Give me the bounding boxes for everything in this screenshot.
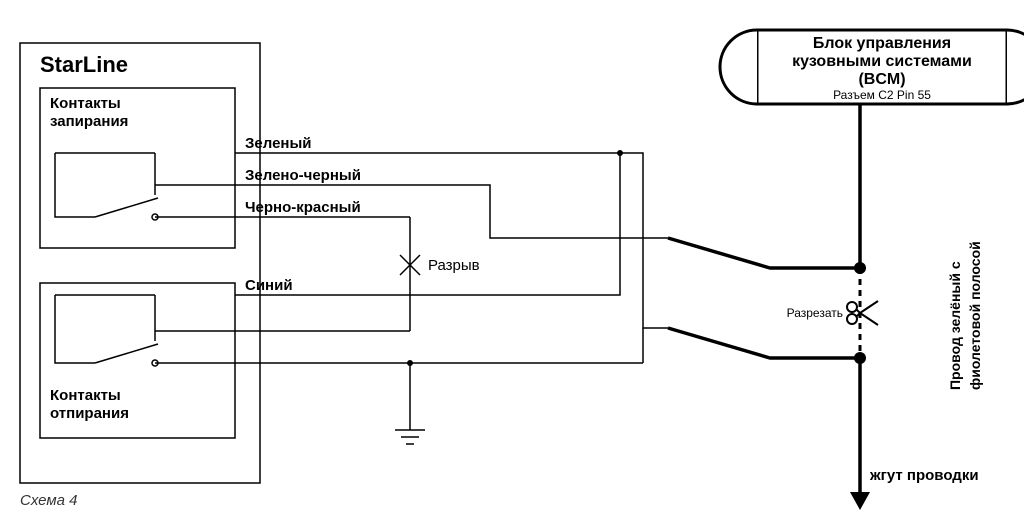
starline-title: StarLine <box>40 52 128 77</box>
wire-green-label: Зеленый <box>245 135 312 152</box>
caption: Схема 4 <box>20 492 77 509</box>
bcm-l2: кузовными системами <box>792 53 972 70</box>
thick-lower-conn <box>668 328 860 358</box>
side-text-2: фиолетовой полосой <box>967 241 983 390</box>
thick-upper-conn <box>668 238 860 268</box>
unlock-label-1: Контакты <box>50 387 121 404</box>
wiring-diagram: StarLine Контакты запирания Контакты отп… <box>0 0 1024 519</box>
bcm-l4: Разъем C2 Pin 55 <box>833 88 931 102</box>
side-text-1: Провод зелёный с <box>947 261 963 390</box>
wire-blue-label: Синий <box>245 277 293 294</box>
scissors-icon <box>847 301 878 325</box>
ground-icon <box>395 430 425 444</box>
wire-greenblack-label: Зелено-черный <box>245 167 361 184</box>
lock-label-2: запирания <box>50 113 128 130</box>
arrow-down-icon <box>850 492 870 510</box>
wire-green-down <box>620 153 643 238</box>
lock-box <box>40 88 235 248</box>
wire-to-lower-node-pre <box>643 238 668 328</box>
bcm-l1: Блок управления <box>813 35 951 52</box>
harness-label: жгут проводки <box>869 467 979 484</box>
lock-label-1: Контакты <box>50 95 121 112</box>
bcm-l3: (BCM) <box>858 71 905 88</box>
cut-label: Разрезать <box>787 306 843 320</box>
break-label: Разрыв <box>428 257 480 274</box>
unlock-label-2: отпирания <box>50 405 129 422</box>
wire-blackred-label: Черно-красный <box>245 199 361 216</box>
